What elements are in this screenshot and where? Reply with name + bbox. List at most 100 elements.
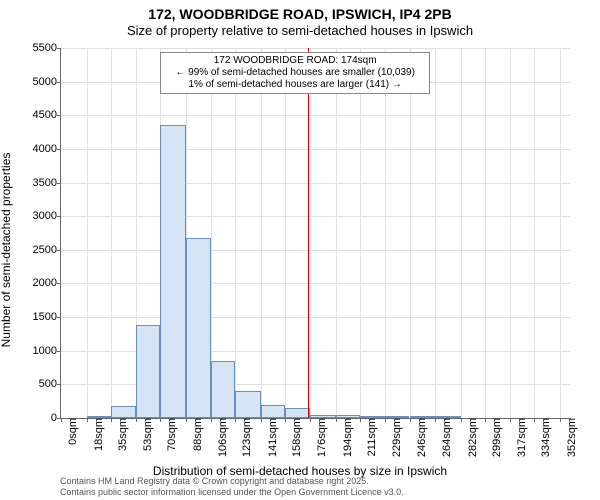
xtick-label: 246sqm xyxy=(414,418,428,457)
chart-container: 172, WOODBRIDGE ROAD, IPSWICH, IP4 2PB S… xyxy=(0,0,600,500)
xtick-mark xyxy=(160,418,161,422)
gridline-v xyxy=(485,48,486,418)
ytick-label: 2500 xyxy=(17,244,61,256)
gridline-v xyxy=(285,48,286,418)
histogram-bar xyxy=(136,325,160,418)
xtick-label: 334sqm xyxy=(538,418,552,457)
xtick-label: 35sqm xyxy=(115,418,129,451)
gridline-v xyxy=(461,48,462,418)
ytick-label: 2000 xyxy=(17,277,61,289)
ytick-label: 5000 xyxy=(17,76,61,88)
chart-subtitle: Size of property relative to semi-detach… xyxy=(0,23,600,42)
xtick-mark xyxy=(87,418,88,422)
ytick-label: 1000 xyxy=(17,345,61,357)
xtick-mark xyxy=(285,418,286,422)
histogram-bar xyxy=(385,416,409,418)
ytick-label: 3000 xyxy=(17,210,61,222)
xtick-label: 299sqm xyxy=(489,418,503,457)
footer-attribution: Contains HM Land Registry data © Crown c… xyxy=(60,476,404,498)
gridline-v xyxy=(235,48,236,418)
xtick-mark xyxy=(61,418,62,422)
annotation-line: 1% of semi-detached houses are larger (1… xyxy=(165,79,425,91)
gridline-h xyxy=(61,48,571,49)
histogram-bar xyxy=(435,416,461,418)
xtick-mark xyxy=(235,418,236,422)
xtick-mark xyxy=(410,418,411,422)
annotation-line: 172 WOODBRIDGE ROAD: 174sqm xyxy=(165,55,425,67)
ytick-label: 4500 xyxy=(17,109,61,121)
gridline-h xyxy=(61,183,571,184)
xtick-label: 88sqm xyxy=(190,418,204,451)
xtick-label: 264sqm xyxy=(439,418,453,457)
xtick-label: 176sqm xyxy=(314,418,328,457)
footer-line: Contains HM Land Registry data © Crown c… xyxy=(60,476,404,487)
chart-title: 172, WOODBRIDGE ROAD, IPSWICH, IP4 2PB xyxy=(0,0,600,23)
gridline-h xyxy=(61,216,571,217)
gridline-v xyxy=(336,48,337,418)
xtick-mark xyxy=(534,418,535,422)
xtick-mark xyxy=(310,418,311,422)
gridline-v xyxy=(261,48,262,418)
xtick-label: 0sqm xyxy=(65,418,79,445)
xtick-mark xyxy=(385,418,386,422)
xtick-label: 53sqm xyxy=(140,418,154,451)
ytick-label: 4000 xyxy=(17,143,61,155)
xtick-mark xyxy=(510,418,511,422)
xtick-mark xyxy=(485,418,486,422)
ytick-label: 1500 xyxy=(17,311,61,323)
gridline-v xyxy=(310,48,311,418)
gridline-h xyxy=(61,250,571,251)
gridline-h xyxy=(61,149,571,150)
xtick-label: 194sqm xyxy=(340,418,354,457)
annotation-line: ← 99% of semi-detached houses are smalle… xyxy=(165,67,425,79)
xtick-label: 229sqm xyxy=(389,418,403,457)
xtick-label: 211sqm xyxy=(364,418,378,456)
xtick-mark xyxy=(336,418,337,422)
histogram-bar xyxy=(336,415,360,418)
gridline-v xyxy=(534,48,535,418)
xtick-label: 18sqm xyxy=(91,418,105,451)
histogram-bar xyxy=(285,408,311,418)
xtick-mark xyxy=(360,418,361,422)
histogram-bar xyxy=(235,391,261,418)
histogram-bar xyxy=(261,405,285,418)
xtick-label: 317sqm xyxy=(514,418,528,457)
xtick-label: 70sqm xyxy=(164,418,178,451)
xtick-mark xyxy=(186,418,187,422)
xtick-mark xyxy=(111,418,112,422)
histogram-bar xyxy=(186,238,212,418)
gridline-v xyxy=(560,48,561,418)
gridline-v xyxy=(360,48,361,418)
ytick-label: 5500 xyxy=(17,42,61,54)
plot-area: 0500100015002000250030003500400045005000… xyxy=(60,48,571,419)
xtick-label: 158sqm xyxy=(289,418,303,457)
gridline-v xyxy=(111,48,112,418)
histogram-bar xyxy=(87,416,111,418)
xtick-label: 123sqm xyxy=(239,418,253,457)
histogram-bar xyxy=(160,125,186,418)
histogram-bar xyxy=(211,361,235,418)
xtick-mark xyxy=(136,418,137,422)
footer-line: Contains public sector information licen… xyxy=(60,487,404,498)
gridline-v xyxy=(435,48,436,418)
gridline-v xyxy=(510,48,511,418)
xtick-mark xyxy=(261,418,262,422)
property-marker-line xyxy=(308,48,309,418)
gridline-v xyxy=(87,48,88,418)
ytick-label: 500 xyxy=(17,378,61,390)
xtick-label: 352sqm xyxy=(564,418,578,457)
gridline-v xyxy=(385,48,386,418)
xtick-label: 106sqm xyxy=(215,418,229,457)
gridline-h xyxy=(61,115,571,116)
xtick-mark xyxy=(435,418,436,422)
histogram-bar xyxy=(111,406,137,418)
ytick-label: 0 xyxy=(17,412,61,424)
annotation-box: 172 WOODBRIDGE ROAD: 174sqm← 99% of semi… xyxy=(160,52,430,94)
histogram-bar xyxy=(310,415,336,418)
gridline-h xyxy=(61,317,571,318)
gridline-v xyxy=(410,48,411,418)
ytick-label: 3500 xyxy=(17,177,61,189)
histogram-bar xyxy=(410,416,436,418)
xtick-label: 141sqm xyxy=(265,418,279,457)
y-axis-label: Number of semi-detached properties xyxy=(0,55,13,250)
